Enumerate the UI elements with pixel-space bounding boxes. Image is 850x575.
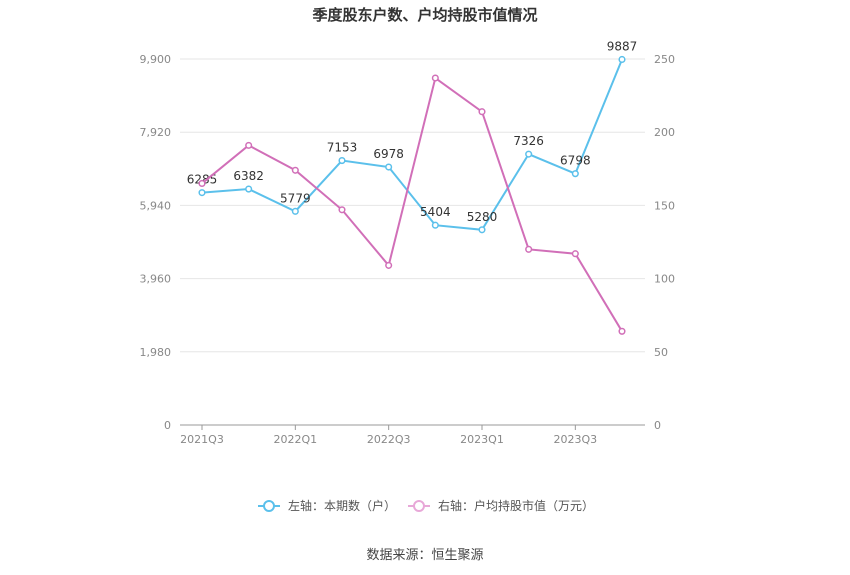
data-point bbox=[431, 74, 439, 82]
legend[interactable]: 左轴：本期数（户） 右轴：户均持股市值（万元） bbox=[258, 498, 594, 513]
series-avg-value bbox=[198, 74, 626, 335]
x-tick-label: 2022Q1 bbox=[274, 433, 318, 446]
series-line bbox=[201, 76, 623, 332]
x-axis: 2021Q3 2022Q1 2022Q3 2023Q1 2023Q3 bbox=[180, 424, 645, 446]
x-tick-label: 2023Q3 bbox=[554, 433, 598, 446]
y-axis-right: 0 50 100 150 200 250 bbox=[654, 53, 675, 432]
data-label: 7326 bbox=[513, 134, 544, 148]
data-label: 6978 bbox=[373, 147, 404, 161]
data-point bbox=[338, 157, 346, 165]
data-label: 9887 bbox=[607, 39, 638, 53]
data-point bbox=[291, 207, 299, 215]
series-line bbox=[201, 59, 623, 231]
data-point bbox=[338, 206, 346, 214]
data-point bbox=[198, 179, 206, 187]
y-right-tick-label: 150 bbox=[654, 199, 675, 212]
legend-swatch-marker bbox=[413, 500, 425, 512]
data-point bbox=[618, 55, 626, 64]
data-label: 6382 bbox=[233, 169, 264, 183]
y-left-tick-label: 3,960 bbox=[140, 273, 172, 286]
data-point bbox=[618, 327, 626, 335]
data-source: 数据来源：恒生聚源 bbox=[366, 548, 483, 563]
data-label: 7153 bbox=[327, 141, 358, 155]
y-right-tick-label: 50 bbox=[654, 346, 668, 359]
y-axis-left: 0 1,980 3,960 5,940 7,920 9,900 bbox=[140, 53, 172, 432]
data-label: 5280 bbox=[467, 210, 498, 224]
y-right-tick-label: 200 bbox=[654, 126, 675, 139]
chart-title: 季度股东户数、户均持股市值情况 bbox=[312, 6, 537, 24]
y-right-tick-label: 250 bbox=[654, 53, 675, 66]
data-label: 5779 bbox=[280, 191, 311, 205]
y-right-tick-label: 0 bbox=[654, 419, 661, 432]
data-point bbox=[525, 245, 533, 253]
y-left-tick-label: 1,980 bbox=[140, 346, 172, 359]
data-point bbox=[198, 189, 206, 197]
legend-swatch-marker bbox=[263, 500, 275, 512]
y-left-tick-label: 9,900 bbox=[140, 53, 172, 66]
legend-label: 右轴：户均持股市值（万元） bbox=[438, 498, 594, 513]
x-tick-label: 2022Q3 bbox=[367, 433, 411, 446]
y-left-tick-label: 7,920 bbox=[140, 126, 172, 139]
data-label: 5404 bbox=[420, 205, 451, 219]
y-left-tick-label: 5,940 bbox=[140, 199, 172, 212]
data-point bbox=[571, 170, 579, 178]
data-point bbox=[245, 185, 253, 193]
data-point bbox=[478, 108, 486, 116]
data-point bbox=[291, 166, 299, 174]
x-tick-label: 2023Q1 bbox=[460, 433, 504, 446]
x-tick-label: 2021Q3 bbox=[180, 433, 224, 446]
data-point bbox=[431, 221, 439, 229]
data-point bbox=[525, 150, 533, 158]
data-label: 6798 bbox=[560, 154, 591, 168]
grid bbox=[180, 58, 645, 353]
data-point bbox=[385, 163, 393, 171]
data-point bbox=[385, 261, 393, 269]
y-right-tick-label: 100 bbox=[654, 273, 675, 286]
data-point bbox=[245, 141, 253, 149]
legend-item[interactable]: 右轴：户均持股市值（万元） bbox=[408, 498, 594, 513]
data-point bbox=[571, 250, 579, 258]
legend-label: 左轴：本期数（户） bbox=[288, 498, 396, 513]
data-point bbox=[478, 226, 486, 234]
y-left-tick-label: 0 bbox=[164, 419, 171, 432]
legend-item[interactable]: 左轴：本期数（户） bbox=[258, 498, 396, 513]
